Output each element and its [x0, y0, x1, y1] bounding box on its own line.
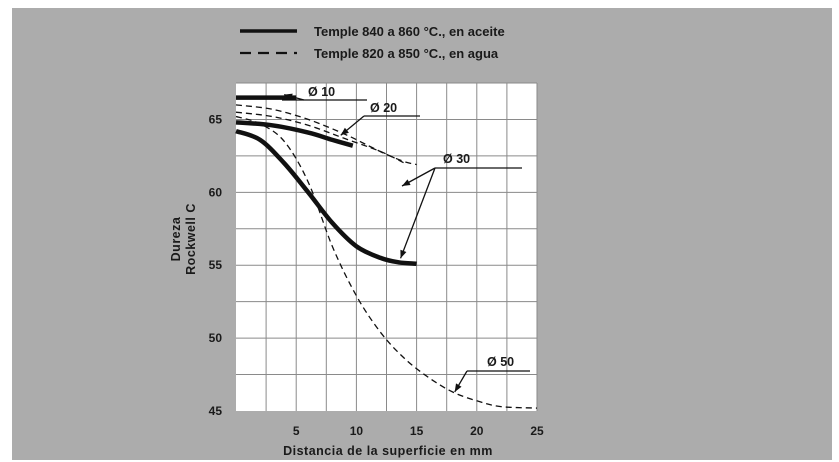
- leader-line: [399, 167, 436, 259]
- y-tick-label: 65: [209, 112, 223, 126]
- annotation-label: Ø 50: [487, 355, 514, 369]
- annotation-d50: Ø 50: [454, 355, 530, 393]
- chart-figure: Ø 10 Ø 20 Ø 30 Ø 50 Temple 840 a 860 °C., e…: [12, 8, 832, 460]
- y-tick-label: 60: [209, 185, 223, 199]
- annotation-d10: Ø 10: [282, 85, 367, 101]
- y-axis-label-line1: Dureza: [169, 216, 183, 261]
- legend-label: Temple 840 a 860 °C., en aceite: [314, 24, 505, 39]
- series-line-agua-50: [235, 115, 538, 409]
- annotation-d30: Ø 30: [399, 152, 522, 259]
- y-axis-label-line2: Rockwell C: [184, 203, 198, 275]
- axes: Distancia de la superficie en mm Dureza …: [169, 112, 544, 458]
- y-tick-label: 50: [209, 331, 223, 345]
- leader-arrow: [340, 127, 349, 136]
- leader-arrow: [400, 249, 407, 259]
- x-axis-label: Distancia de la superficie en mm: [283, 444, 493, 458]
- leader-arrow: [454, 383, 462, 392]
- y-tick-label: 55: [209, 258, 223, 272]
- annotation-d20: Ø 20: [340, 101, 420, 136]
- leader-arrow: [402, 179, 411, 186]
- annotation-label: Ø 30: [443, 152, 470, 166]
- x-tick-label: 5: [293, 424, 300, 438]
- x-tick-label: 20: [470, 424, 484, 438]
- legend-label: Temple 820 a 850 °C., en agua: [314, 46, 499, 61]
- series-line-agua-30: [235, 111, 405, 164]
- chart-svg: Ø 10 Ø 20 Ø 30 Ø 50 Temple 840 a 860 °C., e…: [169, 24, 544, 458]
- annotation-label: Ø 10: [308, 85, 335, 99]
- plot-area: [236, 82, 538, 411]
- annotation-layer: Ø 10 Ø 20 Ø 30 Ø 50: [282, 85, 530, 393]
- series-line-aceite-30: [235, 128, 417, 267]
- x-tick-label: 15: [410, 424, 424, 438]
- leader-arrow: [284, 93, 293, 100]
- legend: Temple 840 a 860 °C., en aceite Temple 82…: [240, 24, 505, 61]
- y-axis-label: Dureza Rockwell C: [169, 203, 198, 275]
- y-tick-label: 45: [209, 404, 223, 418]
- series-layer: [235, 95, 538, 409]
- annotation-label: Ø 20: [370, 101, 397, 115]
- x-tick-label: 25: [530, 424, 544, 438]
- x-tick-label: 10: [350, 424, 364, 438]
